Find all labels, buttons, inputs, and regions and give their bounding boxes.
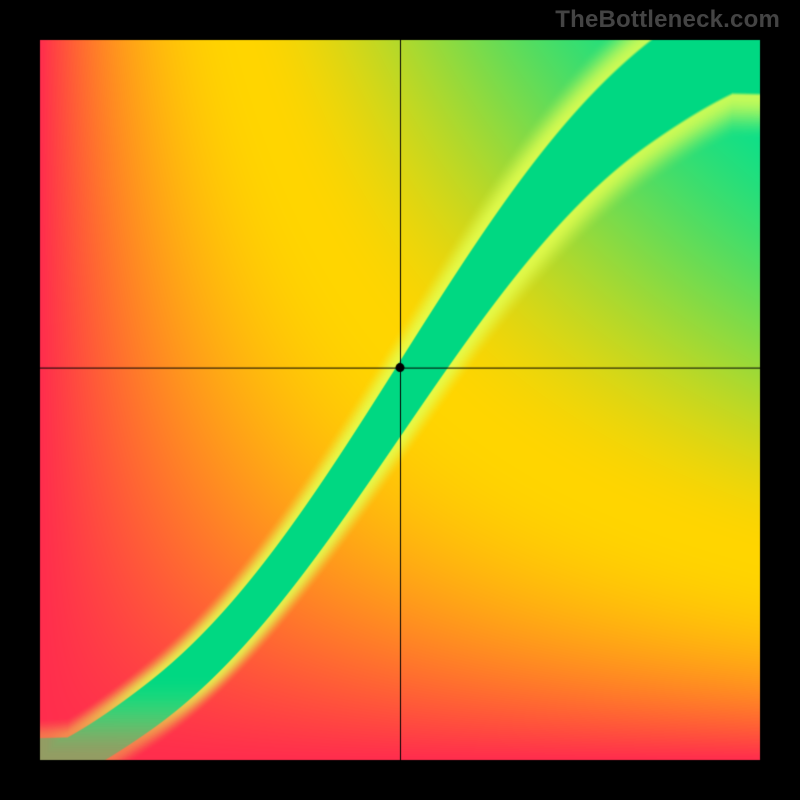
chart-container: TheBottleneck.com	[0, 0, 800, 800]
heatmap-canvas	[0, 0, 800, 800]
watermark-text: TheBottleneck.com	[555, 6, 780, 34]
